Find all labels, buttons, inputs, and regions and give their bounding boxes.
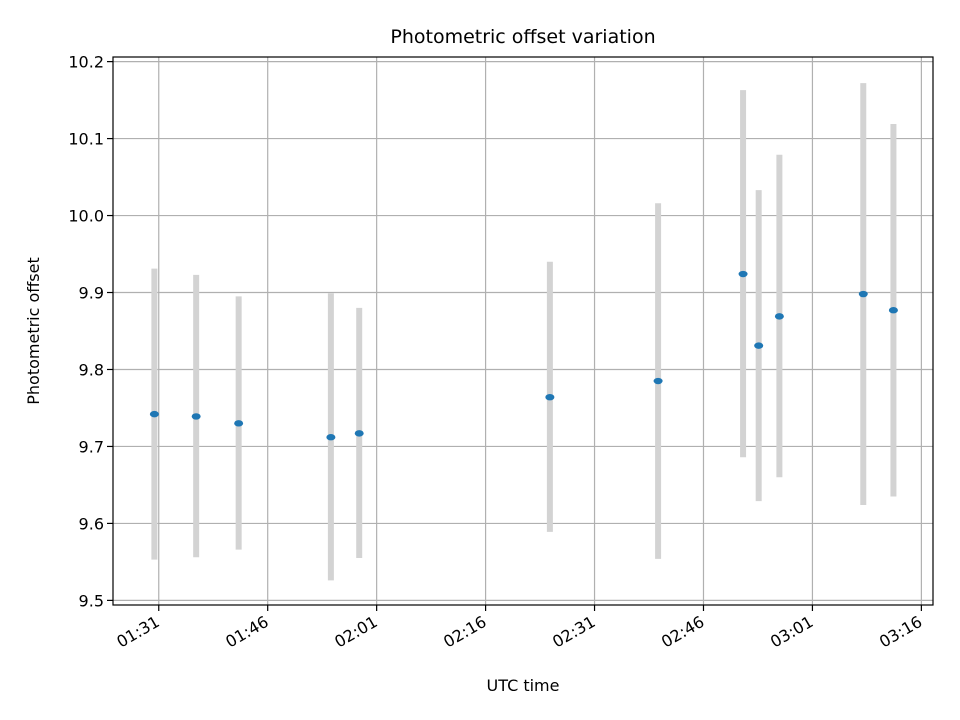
data-point bbox=[326, 434, 336, 441]
y-tick-label: 9.9 bbox=[79, 284, 104, 303]
data-point bbox=[738, 270, 748, 278]
data-point bbox=[888, 307, 898, 314]
data-point bbox=[149, 410, 159, 418]
data-point bbox=[774, 313, 784, 320]
data-point bbox=[191, 413, 201, 420]
data-points bbox=[149, 270, 898, 441]
data-point bbox=[653, 377, 663, 385]
data-point bbox=[234, 420, 244, 427]
y-axis-ticks: 9.5 9.6 9.7 9.8 9.9 10.0 10.1 10.2 bbox=[68, 53, 113, 610]
y-axis-label: Photometric offset bbox=[24, 257, 43, 405]
y-tick-label: 10.1 bbox=[68, 130, 104, 149]
grid bbox=[113, 57, 933, 605]
y-tick-label: 9.5 bbox=[79, 591, 104, 610]
data-point bbox=[354, 430, 364, 437]
chart-title: Photometric offset variation bbox=[390, 26, 655, 48]
y-tick-label: 9.7 bbox=[79, 437, 104, 456]
data-point bbox=[754, 342, 764, 349]
data-point bbox=[858, 290, 868, 298]
y-tick-label: 9.6 bbox=[79, 514, 104, 533]
y-tick-label: 9.8 bbox=[79, 360, 104, 379]
plot-frame bbox=[112, 56, 934, 606]
data-point bbox=[545, 393, 555, 401]
y-tick-label: 10.2 bbox=[68, 53, 104, 72]
y-tick-label: 10.0 bbox=[68, 207, 104, 226]
x-axis-label: UTC time bbox=[487, 676, 560, 695]
